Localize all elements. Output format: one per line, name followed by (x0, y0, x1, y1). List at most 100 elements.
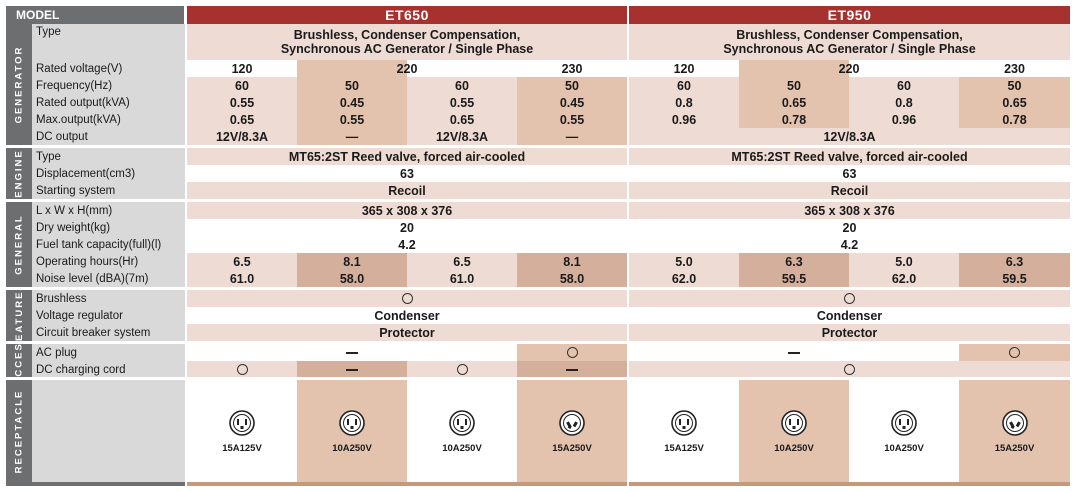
receptacle-item: 15A125V (664, 409, 704, 454)
et650-brushless-value (187, 290, 627, 307)
et950-engine-type-value: MT65:2ST Reed valve, forced air-cooled (629, 148, 1070, 165)
section-gap (6, 341, 1070, 344)
et650-starting-value: Recoil (187, 182, 627, 199)
section-text: ACCES. (13, 344, 25, 378)
circle-mark-icon (1009, 347, 1020, 358)
section-receptacle-label: RECEPTACLE (6, 380, 32, 482)
et950-ac-plug-value (629, 344, 959, 361)
outlet-icon (229, 409, 255, 436)
row-label-engine-type: Type (32, 148, 185, 165)
outlet-icon (781, 409, 807, 436)
row-label-noise: Noise level (dBA)(7m) (32, 270, 185, 287)
section-gap (6, 145, 1070, 148)
et650-rated-output-value: 0.45 (517, 94, 627, 111)
et950-voltage-value: 230 (959, 60, 1070, 77)
circle-mark-icon (456, 364, 468, 375)
et650-max-output-value: 0.65 (187, 111, 297, 128)
outlet-icon (1001, 409, 1028, 436)
et650-header: ET650 (187, 6, 627, 24)
bottom-bar-et650 (187, 482, 627, 486)
et650-rated-output-value: 0.55 (187, 94, 297, 111)
outlet-icon (671, 409, 697, 436)
et950-displacement-value: 63 (629, 165, 1070, 182)
row-label-max-output: Max.output(kVA) (32, 111, 185, 128)
et650-op-hours-value: 6.5 (187, 253, 297, 270)
et650-max-output-value: 0.55 (517, 111, 627, 128)
et650-receptacle-cell: 15A250V (517, 380, 627, 482)
receptacle-item: 10A250V (774, 409, 814, 454)
receptacle-item: 10A250V (884, 409, 924, 454)
et950-max-output-value: 0.96 (849, 111, 959, 128)
receptacle-rating: 15A125V (222, 442, 262, 454)
receptacle-rating: 10A250V (442, 442, 482, 454)
receptacle-item: 10A250V (332, 409, 372, 454)
et650-op-hours-value: 8.1 (517, 253, 627, 270)
et650-rated-output-value: 0.55 (407, 94, 517, 111)
et950-rated-output-value: 0.65 (959, 94, 1070, 111)
et950-fuel-tank-value: 4.2 (629, 236, 1070, 253)
row-label-brushless: Brushless (32, 290, 185, 307)
et650-voltage-value: 220 (297, 60, 517, 77)
et950-dc-cord-value (629, 361, 1070, 378)
et950-frequency-value: 60 (629, 77, 739, 94)
et650-voltage-value: 120 (187, 60, 297, 77)
et650-dc-output-value: — (297, 128, 407, 145)
et650-dc-output-value: 12V/8.3A (407, 128, 517, 145)
et650-dc-cord-value (517, 361, 627, 378)
receptacle-item: 15A125V (222, 409, 262, 454)
row-label-rated-output: Rated output(kVA) (32, 94, 185, 111)
row-label-ac-plug: AC plug (32, 344, 185, 361)
receptacle-rating: 10A250V (332, 442, 372, 454)
et950-max-output-value: 0.96 (629, 111, 739, 128)
et650-ac-plug-value (187, 344, 517, 361)
dash-mark-icon (788, 351, 800, 354)
et650-receptacle-cell: 10A250V (297, 380, 407, 482)
bottom-bar-et950 (629, 482, 1070, 486)
et950-receptacle-cell: 15A125V (629, 380, 739, 482)
et650-breaker-value: Protector (187, 324, 627, 341)
row-label-breaker: Circuit breaker system (32, 324, 185, 341)
et650-dry-weight-value: 20 (187, 219, 627, 236)
et950-rated-output-value: 0.8 (849, 94, 959, 111)
circle-mark-icon (236, 364, 248, 375)
et950-type-value: Brushless, Condenser Compensation, Synchr… (629, 24, 1070, 60)
et650-fuel-tank-value: 4.2 (187, 236, 627, 253)
row-label-op-hours: Operating hours(Hr) (32, 253, 185, 270)
et650-dc-cord-value (407, 361, 517, 378)
et950-rated-output-value: 0.8 (629, 94, 739, 111)
et950-frequency-value: 50 (739, 77, 849, 94)
et650-dc-output-value: 12V/8.3A (187, 128, 297, 145)
et650-max-output-value: 0.55 (297, 111, 407, 128)
et650-noise-value: 61.0 (407, 270, 517, 287)
et950-voltage-value: 220 (739, 60, 959, 77)
section-text: GENERAL (13, 214, 25, 275)
et650-noise-value: 58.0 (517, 270, 627, 287)
et950-breaker-value: Protector (629, 324, 1070, 341)
model-header: MODEL (6, 6, 184, 24)
et950-starting-value: Recoil (629, 182, 1070, 199)
et650-frequency-value: 60 (187, 77, 297, 94)
et650-dc-cord-value (297, 361, 407, 378)
et950-op-hours-value: 5.0 (629, 253, 739, 270)
et650-frequency-value: 60 (407, 77, 517, 94)
dash-mark-icon (346, 351, 358, 354)
et950-max-output-value: 0.78 (959, 111, 1070, 128)
et950-voltage-regulator-value: Condenser (629, 307, 1070, 324)
row-label-displacement: Displacement(cm3) (32, 165, 185, 182)
receptacle-item: 15A250V (995, 409, 1034, 454)
receptacle-item: 15A250V (552, 409, 592, 454)
et950-op-hours-value: 6.3 (959, 253, 1070, 270)
et650-type-value: Brushless, Condenser Compensation, Synchr… (187, 24, 627, 60)
et950-frequency-value: 60 (849, 77, 959, 94)
row-label-starting: Starting system (32, 182, 185, 199)
et950-ac-plug-value (959, 344, 1070, 361)
et650-engine-type-value: MT65:2ST Reed valve, forced air-cooled (187, 148, 627, 165)
outlet-icon (559, 409, 585, 436)
et950-dims-value: 365 x 308 x 376 (629, 202, 1070, 219)
row-label-dry-weight: Dry weight(kg) (32, 219, 185, 236)
et650-noise-value: 61.0 (187, 270, 297, 287)
row-label-fuel-tank: Fuel tank capacity(full)(l) (32, 236, 185, 253)
et650-noise-value: 58.0 (297, 270, 407, 287)
section-text: FEATURES (13, 290, 25, 341)
